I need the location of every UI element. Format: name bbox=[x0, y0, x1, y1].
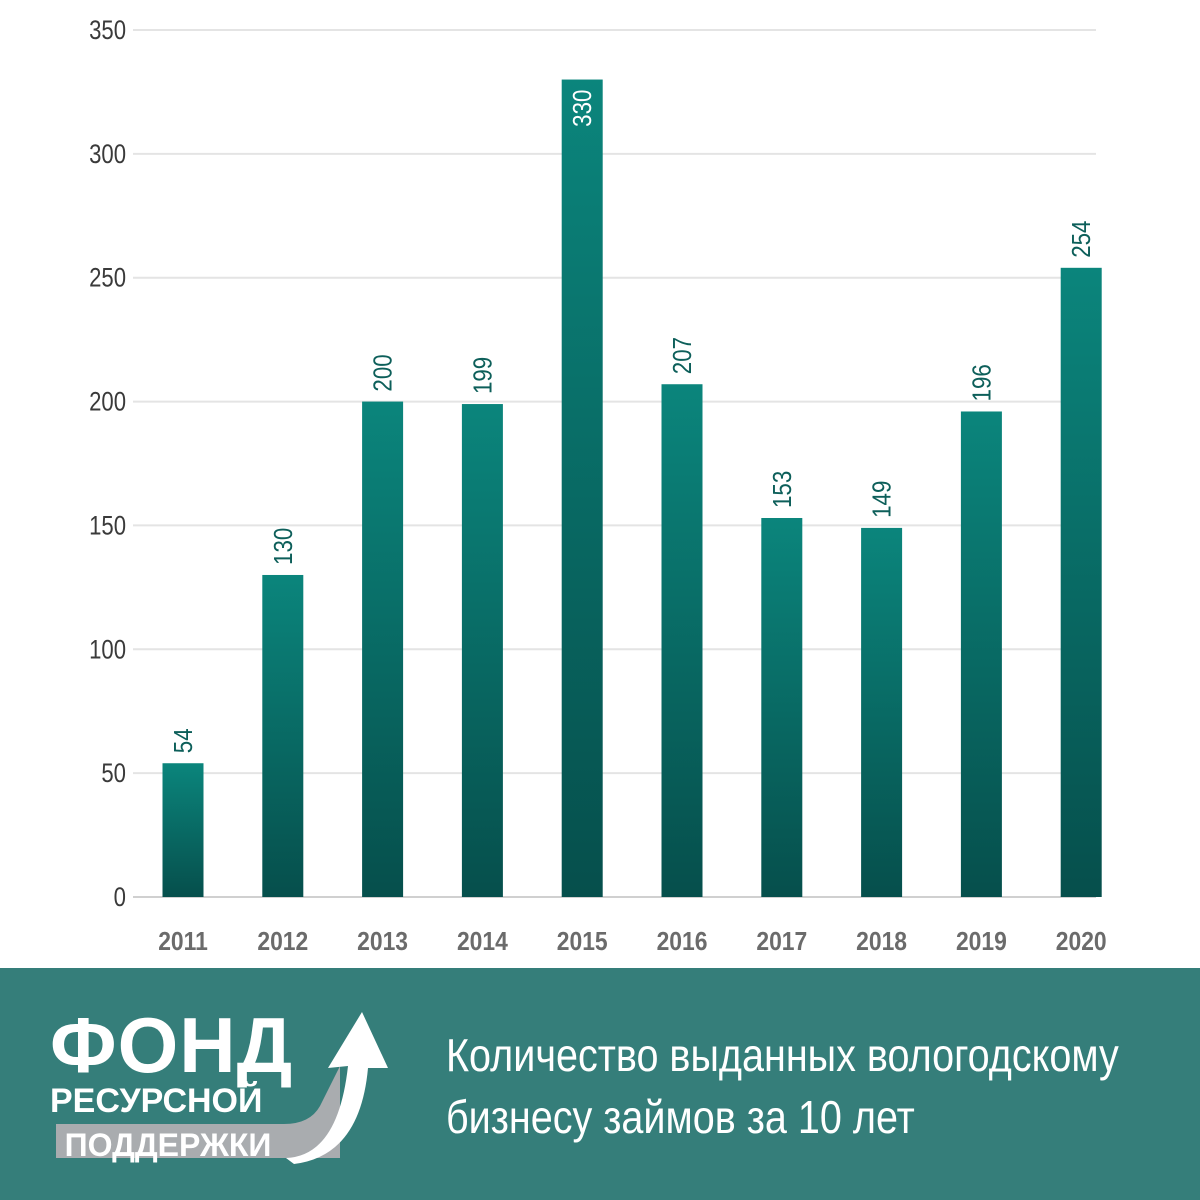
data-label-2012: 130 bbox=[269, 528, 298, 565]
y-tick-label: 350 bbox=[89, 16, 126, 46]
bar-2016 bbox=[661, 384, 703, 897]
x-tick-label: 2017 bbox=[756, 928, 807, 957]
data-labels: 54 130 200 199 330 207 153 149 196 254 bbox=[169, 90, 1096, 754]
bar-2019 bbox=[960, 411, 1002, 897]
y-tick-label: 100 bbox=[89, 635, 126, 665]
up-arrow-icon bbox=[56, 1012, 388, 1164]
x-tick-label: 2011 bbox=[158, 928, 208, 957]
x-tick-label: 2014 bbox=[457, 928, 508, 957]
footer-banner: ФОНД РЕСУРСНОЙ ПОДДЕРЖКИ Количество выда… bbox=[0, 968, 1200, 1200]
x-tick-label: 2019 bbox=[956, 928, 1007, 957]
x-tick-label: 2013 bbox=[357, 928, 408, 957]
bar-2017 bbox=[761, 517, 803, 897]
data-label-2014: 199 bbox=[469, 357, 498, 394]
fund-logo: ФОНД РЕСУРСНОЙ ПОДДЕРЖКИ bbox=[48, 1001, 398, 1164]
bar-2012 bbox=[262, 574, 304, 897]
x-tick-label: 2015 bbox=[557, 928, 608, 957]
data-label-2013: 200 bbox=[369, 354, 398, 391]
data-label-2016: 207 bbox=[668, 337, 697, 374]
bar-2013 bbox=[362, 401, 404, 897]
y-axis-ticks: 0 50 100 150 200 250 300 350 bbox=[89, 16, 126, 913]
logo-line-resursnoy: РЕСУРСНОЙ bbox=[50, 1082, 263, 1120]
bar-2014 bbox=[461, 404, 503, 897]
caption-line-1: Количество выданных вологодскому bbox=[446, 1029, 1119, 1081]
x-axis-ticks: 2011 2012 2013 2014 2015 2016 2017 2018 2019 2020 bbox=[158, 928, 1106, 957]
data-label-2019: 196 bbox=[968, 364, 997, 401]
bar-2015 bbox=[561, 79, 603, 898]
logo-line-podderzhki: ПОДДЕРЖКИ bbox=[64, 1127, 272, 1163]
y-tick-label: 200 bbox=[89, 388, 126, 418]
bar-2020 bbox=[1060, 267, 1102, 897]
data-label-2015: 330 bbox=[569, 90, 598, 127]
bar-2018 bbox=[861, 527, 903, 897]
y-tick-label: 300 bbox=[89, 140, 126, 170]
bar-chart: 0 50 100 150 200 250 300 350 54 130 200 199 330 207 1… bbox=[89, 16, 1107, 957]
chart-caption: Количество выданных вологодскому бизнесу… bbox=[446, 1024, 1186, 1148]
x-tick-label: 2018 bbox=[856, 928, 907, 957]
y-tick-label: 50 bbox=[101, 759, 126, 789]
x-tick-label: 2020 bbox=[1056, 928, 1107, 957]
data-label-2011: 54 bbox=[169, 728, 198, 753]
y-tick-label: 150 bbox=[89, 511, 126, 541]
x-tick-label: 2012 bbox=[257, 928, 308, 957]
caption-line-2: бизнесу займов за 10 лет bbox=[446, 1091, 915, 1143]
logo-line-fond: ФОНД bbox=[50, 1001, 294, 1089]
x-tick-label: 2016 bbox=[657, 928, 708, 957]
bar-2011 bbox=[162, 763, 204, 897]
data-label-2017: 153 bbox=[768, 471, 797, 508]
bars bbox=[162, 79, 1102, 898]
y-tick-label: 250 bbox=[89, 264, 126, 294]
chart-svg: 0 50 100 150 200 250 300 350 54 130 200 199 330 207 1… bbox=[89, 16, 1107, 957]
y-tick-label: 0 bbox=[114, 883, 126, 913]
data-label-2018: 149 bbox=[868, 481, 897, 518]
data-label-2020: 254 bbox=[1068, 221, 1097, 258]
